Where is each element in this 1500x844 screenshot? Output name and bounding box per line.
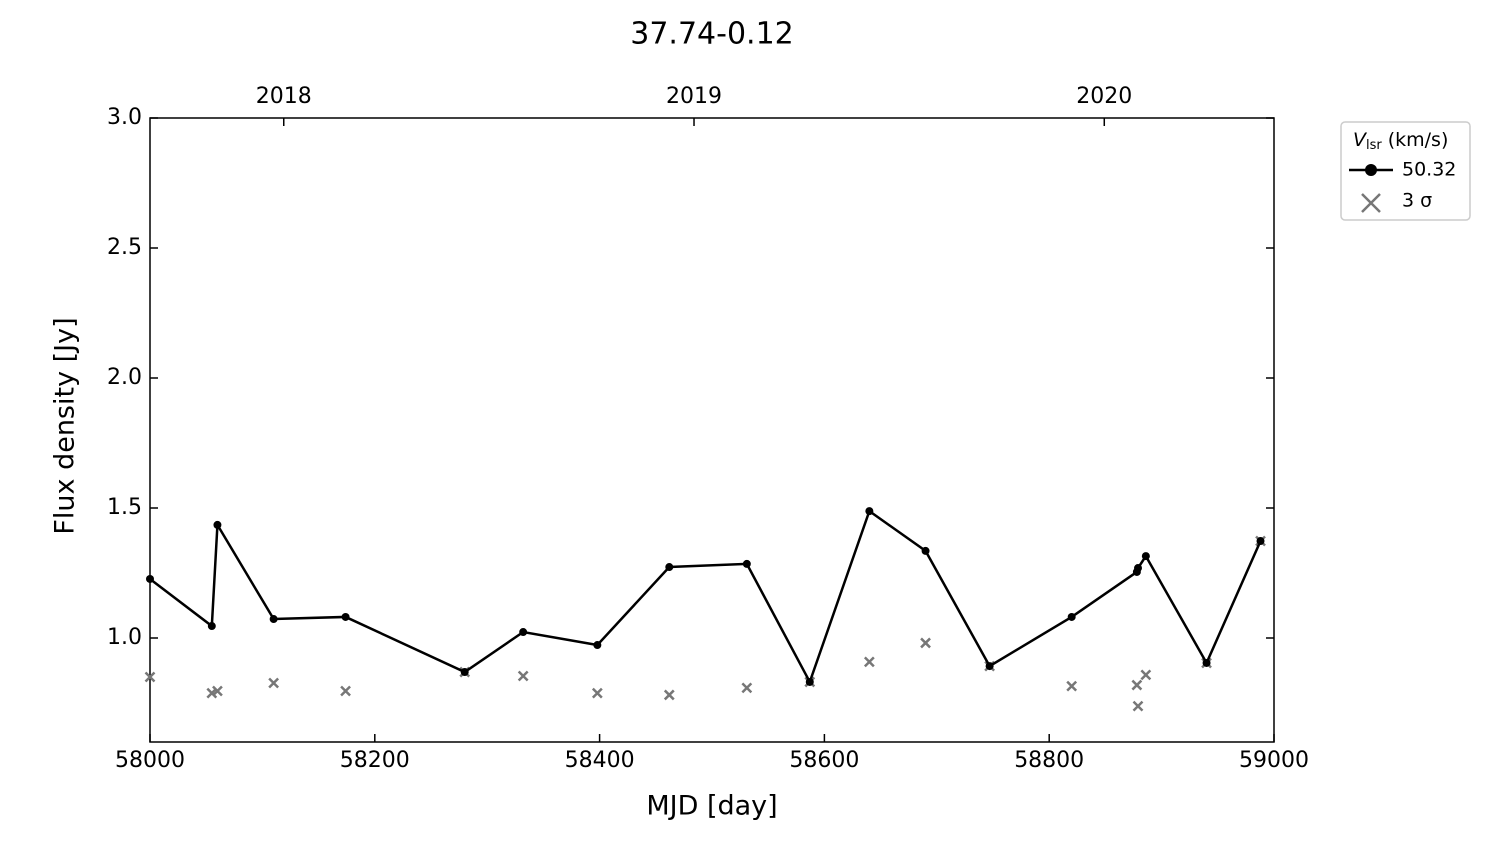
x-marker [920,637,931,649]
data-point [742,559,751,568]
x-tick-label: 58200 [340,748,410,773]
data-point [519,628,528,637]
data-point [269,615,278,624]
data-point [213,520,222,529]
x-tick-label: 59000 [1239,748,1309,773]
data-point [1133,564,1142,573]
x-tick-label: 58000 [115,748,185,773]
plot-frame [149,117,1275,743]
x2-tick-label: 2019 [666,84,722,109]
y-tick-label: 1.5 [107,495,142,520]
x-marker [663,689,675,701]
y-tick-label: 2.0 [107,365,142,390]
legend-title-part: V [1353,129,1368,151]
x-marker [863,656,875,668]
x2-tick-label: 2020 [1076,84,1132,109]
x-marker [212,685,223,697]
data-point [805,677,814,686]
x-marker [517,670,529,682]
x-axis-label: MJD [day] [646,791,777,822]
legend-marker [1365,164,1377,176]
data-point [341,612,350,621]
legend-title: Vlsr (km/s) [1353,129,1448,153]
x-marker [591,687,603,699]
y-tick-label: 3.0 [107,105,142,130]
x-marker [340,685,351,697]
x-marker [1140,669,1152,681]
data-point [593,641,602,650]
data-point [460,668,469,677]
data-point [1141,552,1150,561]
x-marker [1132,700,1144,712]
data-point [207,622,216,631]
y-tick-label: 1.0 [107,625,142,650]
data-point [1256,537,1265,546]
data-point [1067,612,1076,621]
legend-box [1340,121,1471,221]
data-point [665,563,674,572]
y-tick-label: 2.5 [107,235,142,260]
data-point [921,546,930,555]
data-point [1202,658,1211,667]
x-marker [1066,680,1078,692]
data-point [146,574,154,583]
legend-title-part: (km/s) [1388,129,1449,151]
data-point [985,662,994,671]
x2-tick-label: 2018 [256,84,312,109]
x-tick-label: 58400 [565,748,635,773]
x-tick-label: 58800 [1014,748,1084,773]
chart-title: 37.74-0.12 [630,17,794,52]
data-line [149,509,1262,686]
x-marker [741,682,753,694]
data-point [865,507,874,516]
x-tick-label: 58600 [789,748,859,773]
x-marker [144,671,156,683]
legend-title-part: lsr [1366,138,1382,153]
x-marker [1361,193,1381,213]
y-axis-label: Flux density [Jy] [50,317,81,534]
legend-label: 3 σ [1402,190,1432,212]
legend-label: 50.32 [1402,159,1456,181]
x-marker [1131,679,1143,691]
x-marker [268,677,280,689]
